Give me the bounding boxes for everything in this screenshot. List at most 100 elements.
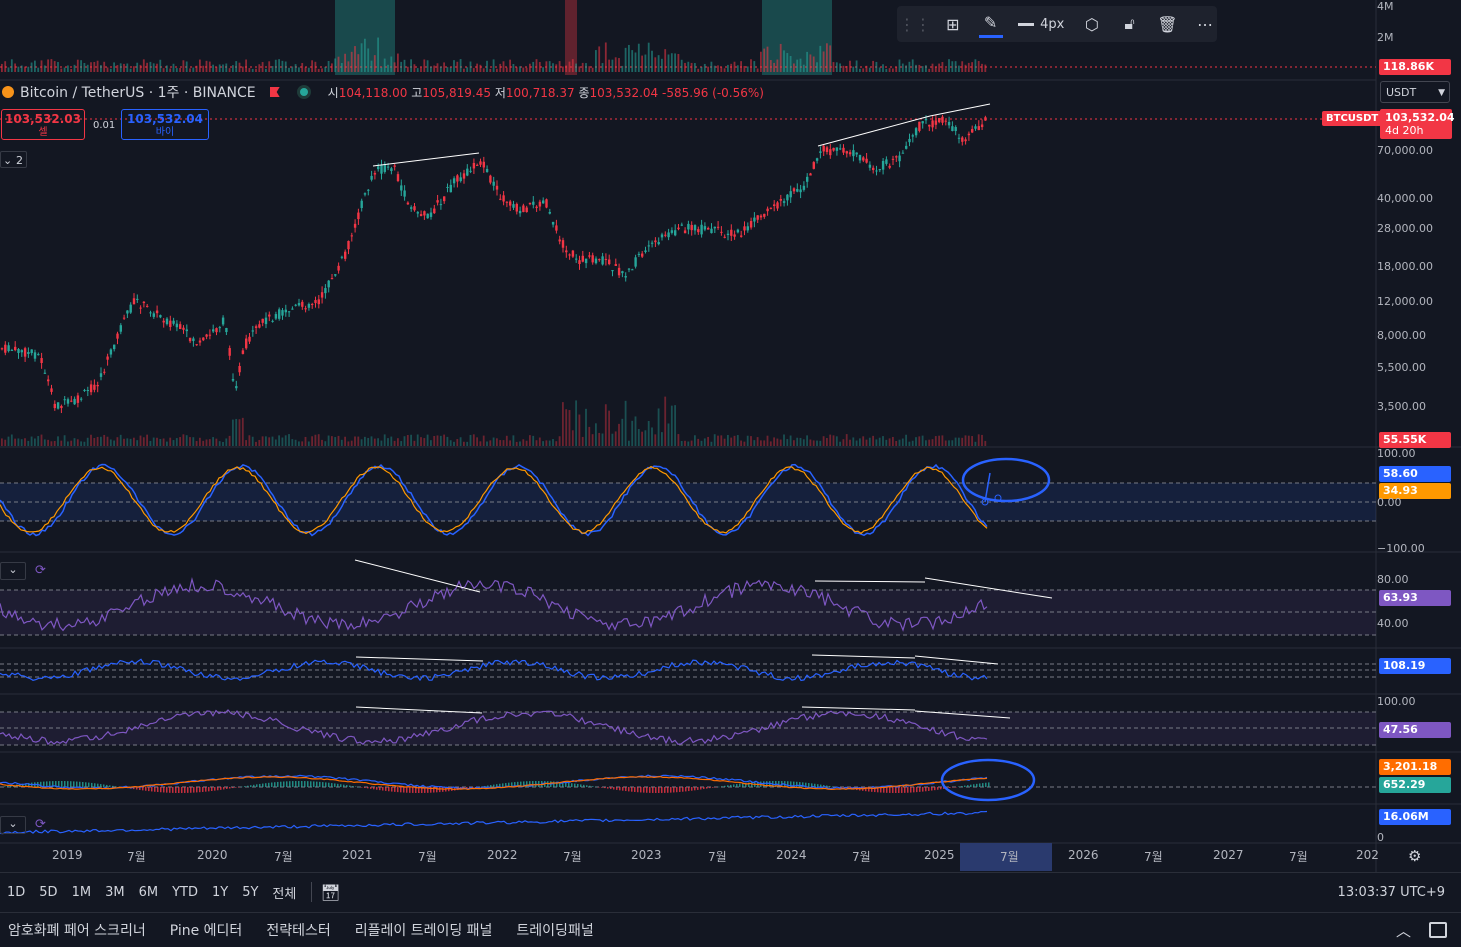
range-1m[interactable]: 1M [71,884,92,900]
candle [406,202,410,205]
volume-bar [373,438,376,446]
histogram-bar [358,786,360,788]
range-5d[interactable]: 5D [39,884,58,900]
range-1d[interactable]: 1D [7,884,26,900]
histogram-bar [508,782,510,787]
trash-icon[interactable]: 🗑︎ [1157,14,1178,34]
candle [690,224,693,231]
flag-icon[interactable] [269,87,280,97]
volume-bar [529,63,531,72]
candle [957,137,961,139]
volume-bar [76,439,79,446]
sell-button[interactable]: 103,532.03 셀 [1,109,85,140]
line-width-button[interactable]: 4px [1017,12,1066,36]
pane-collapse-button[interactable]: ⌄ [0,816,26,834]
range-5y[interactable]: 5Y [242,884,259,900]
histogram-bar [259,783,261,787]
volume-bar [288,67,290,72]
indicators-toggle[interactable]: ⌄ 2 [0,151,27,168]
tab-trading-panel[interactable]: 트레이딩패널 [516,923,594,939]
price-level: 70,000.00 [1377,144,1433,157]
clock[interactable]: 13:03:37 UTC+9 [1337,884,1445,900]
candle [334,274,337,276]
volume-bar [354,46,356,72]
templates-icon[interactable]: ⊞ [946,14,960,34]
volume-bar [967,435,970,446]
volume-bar [720,67,723,72]
candle [426,213,429,219]
chevron-up-icon[interactable]: ︿ [1395,921,1411,940]
candle [89,384,93,393]
histogram-bar [928,787,930,791]
volume-bar [159,438,162,446]
refresh-icon[interactable]: ⟳ [35,563,46,578]
drag-handle-icon[interactable]: ⋮⋮ [899,14,931,34]
histogram-bar [241,786,243,788]
candle [73,398,76,405]
settings-icon[interactable]: ⬡ [1084,14,1099,34]
line-width-label: 4px [1040,16,1065,32]
volume-bar [195,65,198,72]
candle [182,327,185,330]
volume-bar [624,400,627,446]
unlock-icon[interactable]: 🔓︎ [1124,14,1135,33]
volume-bar [512,435,515,446]
volume-bar [647,420,650,446]
tab-replay-panel[interactable]: 리플레이 트레이딩 패널 [354,923,493,939]
range-all[interactable]: 전체 [272,886,297,902]
histogram-bar [967,785,969,787]
histogram-bar [385,787,387,791]
range-ytd[interactable]: YTD [172,884,198,900]
volume-bar [535,440,538,446]
buy-button[interactable]: 103,532.04 바이 [121,109,209,140]
volume-bar [865,439,868,446]
range-3m[interactable]: 3M [105,884,125,900]
candle [901,152,905,154]
maximize-icon[interactable] [1429,922,1447,938]
candle [977,126,980,131]
calendar-icon[interactable]: 📅︎ [320,882,341,902]
volume-bar [403,436,406,446]
volume-bar [634,416,637,446]
tab-pine-editor[interactable]: Pine 에디터 [169,923,243,939]
candle [479,161,482,165]
histogram-bar [811,783,813,787]
histogram-bar [682,787,684,792]
more-icon[interactable]: ⋯ [1197,14,1214,34]
volume-bar [674,405,676,446]
volume-bar [944,440,947,446]
pencil-icon[interactable]: ✎ [978,11,1003,38]
tab-strategy-tester[interactable]: 전략테스터 [266,923,331,939]
volume-bar [311,436,313,446]
volume-bar [268,437,271,446]
currency-select[interactable]: USDT ▼ [1380,81,1450,103]
histogram-bar [538,781,540,787]
histogram-bar [640,787,642,793]
volume-bar [43,439,46,446]
range-1y[interactable]: 1Y [211,884,229,900]
top-volume-bars [1,37,987,72]
tab-screener[interactable]: 암호화폐 페어 스크리너 [8,923,146,939]
range-6m[interactable]: 6M [138,884,159,900]
volume-bar [463,441,465,446]
pane-collapse-button[interactable]: ⌄ [0,562,26,580]
volume-bar [565,409,568,446]
histogram-bar [604,787,606,789]
candle [198,340,202,343]
candle [416,212,419,214]
candle [245,338,248,349]
settings-icon[interactable]: ⚙ [1408,847,1422,865]
volume-bar [925,65,927,72]
range-toolbar: 1D 5D 1M 3M 6M YTD 1Y 5Y 전체 📅︎ 13:03:37 … [0,872,1461,911]
symbol-title[interactable]: Bitcoin / TetherUS · 1주 · BINANCE [20,85,256,101]
histogram-bar [739,783,741,787]
volume-bar [773,62,775,72]
candle [601,256,604,265]
volume-bar [618,58,620,72]
volume-bar [532,435,535,446]
refresh-icon[interactable]: ⟳ [35,817,46,832]
candle [304,308,307,310]
candle [205,334,208,337]
candle [142,301,146,304]
